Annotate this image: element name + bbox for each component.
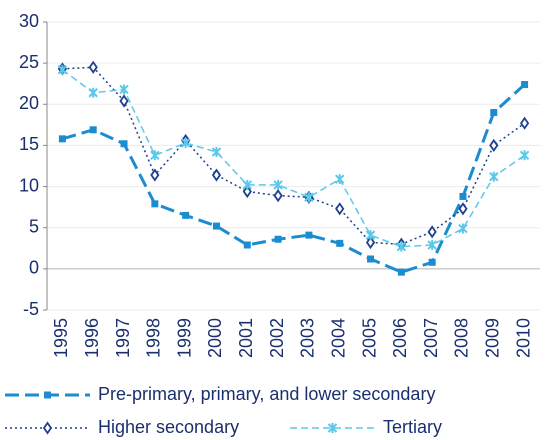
marker (365, 230, 376, 241)
marker (459, 192, 467, 200)
marker (211, 147, 222, 158)
marker (519, 150, 530, 161)
x-tick-label: 2005 (359, 318, 379, 358)
marker (89, 126, 97, 134)
y-tick-label: -5 (23, 299, 39, 319)
marker (396, 241, 407, 252)
y-tick-label: 0 (29, 258, 39, 278)
x-tick-label: 2004 (328, 318, 348, 358)
x-tick-label: 1997 (113, 318, 133, 358)
x-tick-label: 2010 (513, 318, 533, 358)
marker (397, 268, 405, 276)
x-tick-label: 1995 (51, 318, 71, 358)
series-line (61, 69, 526, 248)
marker (57, 64, 68, 75)
x-tick-label: 2002 (267, 318, 287, 358)
legend-label: Tertiary (383, 417, 442, 437)
x-tick-label: 2007 (421, 318, 441, 358)
series-line (62, 66, 526, 245)
y-tick-label: 10 (19, 175, 39, 195)
marker (212, 222, 220, 230)
x-tick-label: 1999 (174, 318, 194, 358)
marker (336, 239, 344, 247)
x-tick-label: 2003 (298, 318, 318, 358)
marker (182, 211, 190, 219)
y-tick-label: 25 (19, 52, 39, 72)
x-tick-label: 2001 (236, 318, 256, 358)
marker (489, 171, 499, 182)
marker (273, 179, 283, 190)
marker (120, 140, 128, 148)
marker (150, 168, 160, 182)
marker (273, 189, 283, 203)
marker (335, 202, 345, 216)
x-tick-label: 2000 (205, 318, 225, 358)
y-tick-label: 5 (29, 216, 39, 236)
marker (304, 192, 314, 203)
marker (427, 239, 437, 250)
legend-label: Pre-primary, primary, and lower secondar… (98, 384, 435, 404)
marker (521, 81, 529, 89)
marker (365, 235, 376, 250)
marker (119, 94, 129, 108)
marker (305, 231, 313, 239)
marker (44, 391, 51, 399)
marker (490, 109, 498, 117)
x-tick-label: 1996 (82, 318, 102, 358)
marker (519, 116, 530, 130)
marker (489, 138, 499, 152)
marker (42, 421, 53, 435)
marker (242, 184, 252, 199)
marker (242, 179, 252, 190)
marker (367, 255, 375, 263)
x-tick-label: 2006 (390, 318, 410, 358)
marker (58, 135, 66, 143)
marker (243, 241, 251, 249)
series-line (61, 83, 526, 274)
marker (180, 137, 191, 148)
marker (458, 202, 468, 216)
marker (428, 258, 436, 266)
marker (88, 60, 98, 74)
marker (119, 84, 129, 95)
marker (151, 200, 159, 208)
y-tick-label: 20 (19, 93, 39, 113)
marker (274, 235, 282, 243)
marker (327, 423, 338, 433)
x-tick-label: 2008 (452, 318, 472, 358)
y-tick-label: 30 (19, 11, 39, 31)
marker (427, 225, 437, 239)
x-tick-label: 2009 (483, 318, 503, 358)
legend-label: Higher secondary (98, 417, 239, 437)
marker (335, 174, 345, 185)
marker (88, 87, 98, 98)
marker (150, 150, 160, 161)
x-tick-label: 1998 (144, 318, 164, 358)
y-tick-label: 15 (19, 134, 39, 154)
marker (211, 168, 222, 182)
marker (458, 223, 468, 234)
